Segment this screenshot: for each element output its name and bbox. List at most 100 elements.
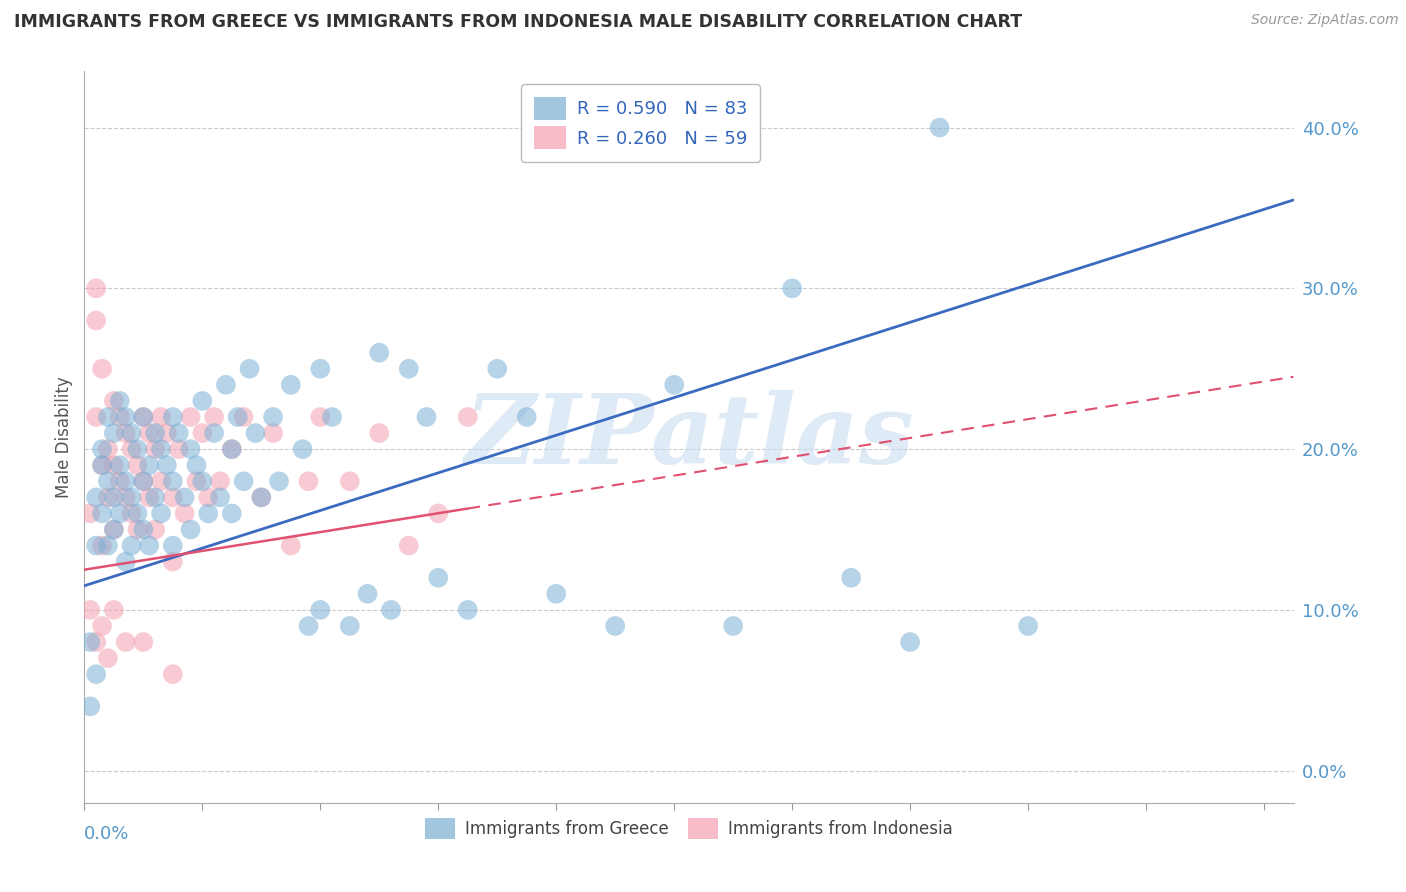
Point xyxy=(546,587,568,601)
Point xyxy=(103,458,125,473)
Point xyxy=(309,603,332,617)
Point xyxy=(97,442,120,457)
Point xyxy=(138,491,160,505)
Point xyxy=(250,491,273,505)
Point xyxy=(97,491,120,505)
Point xyxy=(202,409,225,424)
Point xyxy=(186,458,208,473)
Point xyxy=(97,651,120,665)
Point xyxy=(291,442,314,457)
Point xyxy=(280,539,302,553)
Point xyxy=(721,619,744,633)
Point xyxy=(91,442,114,457)
Point xyxy=(232,475,254,489)
Point xyxy=(91,458,114,473)
Point xyxy=(486,361,509,376)
Point xyxy=(103,393,125,408)
Point xyxy=(280,377,302,392)
Point xyxy=(114,555,136,569)
Point xyxy=(132,409,155,424)
Point xyxy=(121,442,143,457)
Point xyxy=(108,507,131,521)
Point xyxy=(127,442,149,457)
Point xyxy=(150,409,173,424)
Point xyxy=(91,458,114,473)
Point xyxy=(103,491,125,505)
Point xyxy=(103,523,125,537)
Point xyxy=(267,475,290,489)
Y-axis label: Male Disability: Male Disability xyxy=(55,376,73,498)
Point xyxy=(839,571,862,585)
Point xyxy=(898,635,921,649)
Point xyxy=(150,507,173,521)
Point xyxy=(114,425,136,440)
Point xyxy=(132,475,155,489)
Point xyxy=(91,507,114,521)
Point xyxy=(398,539,420,553)
Point xyxy=(84,491,107,505)
Point xyxy=(84,635,107,649)
Text: 0.0%: 0.0% xyxy=(84,825,129,843)
Point xyxy=(197,507,219,521)
Point xyxy=(605,619,627,633)
Point xyxy=(368,425,391,440)
Point xyxy=(79,507,101,521)
Point xyxy=(457,409,479,424)
Point xyxy=(103,523,125,537)
Point xyxy=(250,491,273,505)
Point xyxy=(127,523,149,537)
Point xyxy=(262,425,284,440)
Point xyxy=(180,409,202,424)
Point xyxy=(162,491,184,505)
Point xyxy=(167,442,190,457)
Point xyxy=(297,619,319,633)
Point xyxy=(368,345,391,359)
Point xyxy=(156,458,179,473)
Point xyxy=(91,361,114,376)
Point xyxy=(197,491,219,505)
Text: IMMIGRANTS FROM GREECE VS IMMIGRANTS FROM INDONESIA MALE DISABILITY CORRELATION : IMMIGRANTS FROM GREECE VS IMMIGRANTS FRO… xyxy=(14,13,1022,31)
Point xyxy=(309,361,332,376)
Point xyxy=(664,377,686,392)
Point xyxy=(208,475,231,489)
Point xyxy=(97,475,120,489)
Point xyxy=(108,409,131,424)
Point xyxy=(84,281,107,295)
Point xyxy=(121,491,143,505)
Point xyxy=(114,475,136,489)
Point xyxy=(415,409,437,424)
Point xyxy=(108,475,131,489)
Point xyxy=(427,507,450,521)
Point xyxy=(132,475,155,489)
Point xyxy=(143,442,166,457)
Point xyxy=(232,409,254,424)
Point xyxy=(309,409,332,424)
Point xyxy=(103,603,125,617)
Point xyxy=(516,409,538,424)
Point xyxy=(167,425,190,440)
Point xyxy=(121,539,143,553)
Point xyxy=(84,409,107,424)
Point xyxy=(97,539,120,553)
Point xyxy=(114,491,136,505)
Point xyxy=(221,507,243,521)
Point xyxy=(339,475,361,489)
Point xyxy=(91,619,114,633)
Point xyxy=(150,442,173,457)
Point xyxy=(221,442,243,457)
Point xyxy=(928,120,950,135)
Point xyxy=(114,635,136,649)
Point xyxy=(132,523,155,537)
Point xyxy=(127,458,149,473)
Point xyxy=(191,393,214,408)
Point xyxy=(84,313,107,327)
Point xyxy=(79,635,101,649)
Point xyxy=(780,281,803,295)
Point xyxy=(91,539,114,553)
Point xyxy=(162,475,184,489)
Point xyxy=(191,425,214,440)
Point xyxy=(138,425,160,440)
Point xyxy=(186,475,208,489)
Point xyxy=(121,507,143,521)
Point xyxy=(121,425,143,440)
